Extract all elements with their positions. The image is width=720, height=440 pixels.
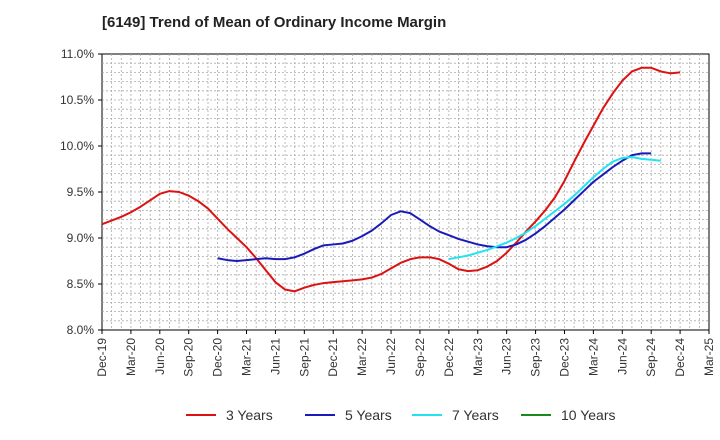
- x-tick-label: Mar-20: [124, 338, 138, 376]
- legend-label: 10 Years: [561, 407, 616, 423]
- x-tick-label: Dec-21: [326, 338, 340, 377]
- series-lines: [101, 66, 681, 293]
- x-tick-label: Jun-24: [615, 338, 629, 375]
- x-tick-label: Mar-24: [586, 338, 600, 376]
- y-tick-label: 8.0%: [67, 323, 95, 337]
- x-tick-label: Mar-21: [240, 338, 254, 376]
- series-line-5-years: [217, 152, 652, 262]
- legend-item-7-years: 7 Years: [412, 403, 499, 427]
- legend-swatch: [521, 414, 551, 416]
- horizontal-gridlines: [102, 62, 709, 322]
- y-tick-label: 11.0%: [61, 47, 94, 61]
- y-tick-label: 9.5%: [67, 185, 95, 199]
- x-tick-label: Sep-20: [182, 338, 196, 377]
- x-tick-label: Sep-23: [529, 338, 543, 377]
- x-axis-ticks: Dec-19 Mar-20 Jun-20 Sep-20 Dec-20 Mar-21 Jun-…: [95, 330, 716, 377]
- legend: 3 Years 5 Years 7 Years 10 Years: [0, 403, 720, 427]
- legend-item-5-years: 5 Years: [305, 403, 392, 427]
- x-tick-label: Dec-22: [442, 338, 456, 377]
- series-line-3-years: [101, 66, 681, 293]
- x-tick-label: Sep-24: [644, 338, 658, 377]
- legend-label: 3 Years: [226, 407, 273, 423]
- x-tick-label: Dec-24: [673, 338, 687, 377]
- x-tick-label: Dec-23: [557, 338, 571, 377]
- legend-item-10-years: 10 Years: [521, 403, 616, 427]
- x-tick-label: Mar-22: [355, 338, 369, 376]
- x-tick-label: Sep-21: [297, 338, 311, 377]
- x-tick-label: Jun-22: [384, 338, 398, 375]
- y-tick-label: 9.0%: [67, 231, 95, 245]
- legend-label: 7 Years: [452, 407, 499, 423]
- legend-swatch: [186, 414, 216, 416]
- x-tick-label: Mar-23: [471, 338, 485, 376]
- x-tick-label: Dec-20: [211, 338, 225, 377]
- y-tick-label: 10.0%: [60, 139, 94, 153]
- plot-area: [101, 53, 710, 331]
- x-tick-label: Jun-21: [268, 338, 282, 375]
- y-tick-label: 8.5%: [67, 277, 95, 291]
- x-tick-label: Mar-25: [702, 338, 716, 376]
- legend-item-3-years: 3 Years: [186, 403, 273, 427]
- legend-swatch: [305, 414, 335, 416]
- legend-swatch: [412, 414, 442, 416]
- series-line-7-years: [448, 156, 661, 261]
- chart-title: [6149] Trend of Mean of Ordinary Income …: [102, 14, 447, 31]
- y-tick-label: 10.5%: [60, 93, 94, 107]
- x-tick-label: Jun-23: [500, 338, 514, 375]
- x-tick-label: Jun-20: [153, 338, 167, 375]
- legend-label: 5 Years: [345, 407, 392, 423]
- x-tick-label: Sep-22: [413, 338, 427, 377]
- x-tick-label: Dec-19: [95, 338, 109, 377]
- y-axis-ticks: 8.0% 8.5% 9.0% 9.5% 10.0% 10.5% 11.0%: [60, 47, 102, 337]
